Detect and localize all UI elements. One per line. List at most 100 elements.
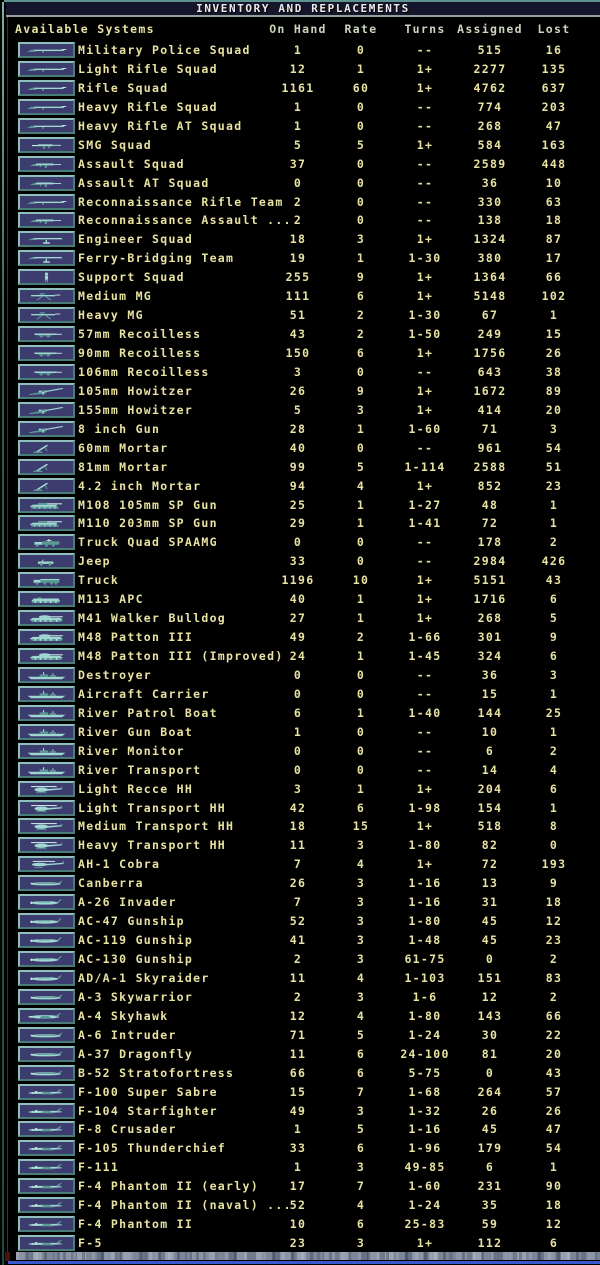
unit-icon-button[interactable] bbox=[18, 136, 75, 153]
unit-icon-button[interactable] bbox=[18, 988, 75, 1005]
unit-icon-button[interactable] bbox=[18, 1197, 75, 1214]
unit-icon-button[interactable] bbox=[18, 818, 75, 835]
recoilless-icon bbox=[20, 347, 73, 359]
turns-value: -- bbox=[416, 194, 434, 209]
unit-icon-button[interactable] bbox=[18, 60, 75, 77]
system-name: F-105 Thunderchief bbox=[78, 1141, 227, 1156]
unit-icon-button[interactable] bbox=[18, 856, 75, 873]
unit-icon-button[interactable] bbox=[18, 1007, 75, 1024]
unit-icon-button[interactable] bbox=[18, 572, 75, 589]
unit-icon-button[interactable] bbox=[18, 496, 75, 513]
unit-icon-button[interactable] bbox=[18, 1045, 75, 1062]
rate-value: 0 bbox=[356, 175, 366, 190]
unit-icon-button[interactable] bbox=[18, 477, 75, 494]
system-name: M41 Walker Bulldog bbox=[78, 611, 227, 626]
unit-icon-button[interactable] bbox=[18, 212, 75, 229]
rate-value: 3 bbox=[356, 232, 366, 247]
unit-icon-button[interactable] bbox=[18, 458, 75, 475]
unit-icon-button[interactable] bbox=[18, 288, 75, 305]
lost-value: 20 bbox=[545, 1046, 563, 1061]
lost-value: 193 bbox=[541, 857, 567, 872]
unit-icon-button[interactable] bbox=[18, 1026, 75, 1043]
unit-icon-button[interactable] bbox=[18, 345, 75, 361]
unit-icon-button[interactable] bbox=[18, 932, 75, 949]
unit-icon-button[interactable] bbox=[18, 1159, 75, 1176]
assigned-value: 2588 bbox=[473, 459, 507, 474]
lost-value: 57 bbox=[545, 1084, 563, 1099]
unit-icon-button[interactable] bbox=[18, 591, 75, 608]
table-row: 8 inch Gun 28 1 1-60 71 3 bbox=[0, 420, 600, 439]
unit-icon-button[interactable] bbox=[18, 1064, 75, 1081]
unit-icon-button[interactable] bbox=[18, 553, 75, 570]
lost-value: 3 bbox=[549, 421, 559, 436]
unit-icon-button[interactable] bbox=[18, 1083, 75, 1100]
unit-icon-button[interactable] bbox=[18, 193, 75, 210]
unit-icon-button[interactable] bbox=[18, 1140, 75, 1157]
table-row: F-4 Phantom II 10 6 25-83 59 12 bbox=[0, 1215, 600, 1234]
unit-icon-button[interactable] bbox=[18, 439, 75, 456]
unit-icon-button[interactable] bbox=[18, 250, 75, 267]
unit-icon-button[interactable] bbox=[18, 307, 75, 324]
unit-icon-button[interactable] bbox=[18, 951, 75, 967]
system-name: Light Rifle Squad bbox=[78, 61, 218, 76]
lost-value: 18 bbox=[545, 895, 563, 910]
unit-icon-button[interactable] bbox=[18, 1216, 75, 1233]
unit-icon-button[interactable] bbox=[18, 799, 75, 816]
unit-icon-button[interactable] bbox=[18, 363, 75, 380]
table-row: AC-119 Gunship 41 3 1-48 45 23 bbox=[0, 931, 600, 950]
mg-icon bbox=[20, 309, 73, 321]
turns-value: 1-30 bbox=[408, 308, 442, 323]
rate-value: 0 bbox=[356, 99, 366, 114]
unit-icon-button[interactable] bbox=[18, 610, 75, 627]
unit-icon-button[interactable] bbox=[18, 534, 75, 551]
lost-value: 9 bbox=[549, 630, 559, 645]
unit-icon-button[interactable] bbox=[18, 1121, 75, 1138]
unit-icon-button[interactable] bbox=[18, 780, 75, 797]
unit-icon-button[interactable] bbox=[18, 761, 75, 778]
unit-icon-button[interactable] bbox=[18, 155, 75, 172]
unit-icon-button[interactable] bbox=[18, 79, 75, 96]
unit-icon-button[interactable] bbox=[18, 894, 75, 911]
unit-icon-button[interactable] bbox=[18, 326, 75, 343]
unit-icon-button[interactable] bbox=[18, 913, 75, 930]
turns-value: 1+ bbox=[416, 781, 434, 796]
unit-icon-button[interactable] bbox=[18, 685, 75, 702]
turns-value: 1-41 bbox=[408, 516, 442, 531]
unit-icon-button[interactable] bbox=[18, 723, 75, 740]
unit-icon-button[interactable] bbox=[18, 1178, 75, 1195]
on-hand-value: 40 bbox=[289, 440, 307, 455]
unit-icon-button[interactable] bbox=[18, 704, 75, 721]
unit-icon-button[interactable] bbox=[18, 117, 75, 134]
unit-icon-button[interactable] bbox=[18, 875, 75, 892]
unit-icon-button[interactable] bbox=[18, 648, 75, 664]
unit-icon-button[interactable] bbox=[18, 401, 75, 418]
unit-icon-button[interactable] bbox=[18, 742, 75, 759]
unit-icon-button[interactable] bbox=[18, 420, 75, 437]
unit-icon-button[interactable] bbox=[18, 174, 75, 191]
unit-icon-button[interactable] bbox=[18, 515, 75, 532]
recoilless-icon bbox=[20, 328, 73, 340]
table-row: River Gun Boat 1 0 -- 10 1 bbox=[0, 723, 600, 742]
unit-icon-button[interactable] bbox=[18, 231, 75, 248]
unit-icon-button[interactable] bbox=[18, 382, 75, 399]
lost-value: 12 bbox=[545, 914, 563, 929]
unit-icon-button[interactable] bbox=[18, 666, 75, 683]
table-row: AD/A-1 Skyraider 11 4 1-103 151 83 bbox=[0, 969, 600, 988]
table-row: F-5 23 3 1+ 112 6 bbox=[0, 1234, 600, 1253]
unit-icon-button[interactable] bbox=[18, 969, 75, 986]
unit-icon-button[interactable] bbox=[18, 269, 75, 286]
unit-icon-button[interactable] bbox=[18, 1235, 75, 1252]
table-row: 81mm Mortar 99 5 1-114 2588 51 bbox=[0, 458, 600, 477]
assigned-value: 14 bbox=[481, 762, 499, 777]
unit-icon-button[interactable] bbox=[18, 837, 75, 854]
unit-icon-button[interactable] bbox=[18, 42, 75, 58]
unit-icon-button[interactable] bbox=[18, 1102, 75, 1119]
lost-value: 47 bbox=[545, 118, 563, 133]
unit-icon-button[interactable] bbox=[18, 629, 75, 646]
unit-icon-button[interactable] bbox=[18, 98, 75, 115]
lost-value: 16 bbox=[545, 43, 563, 57]
assigned-value: 204 bbox=[477, 781, 503, 796]
person-icon bbox=[20, 271, 73, 283]
column-header-turns: Turns bbox=[404, 22, 446, 36]
lost-value: 10 bbox=[545, 175, 563, 190]
